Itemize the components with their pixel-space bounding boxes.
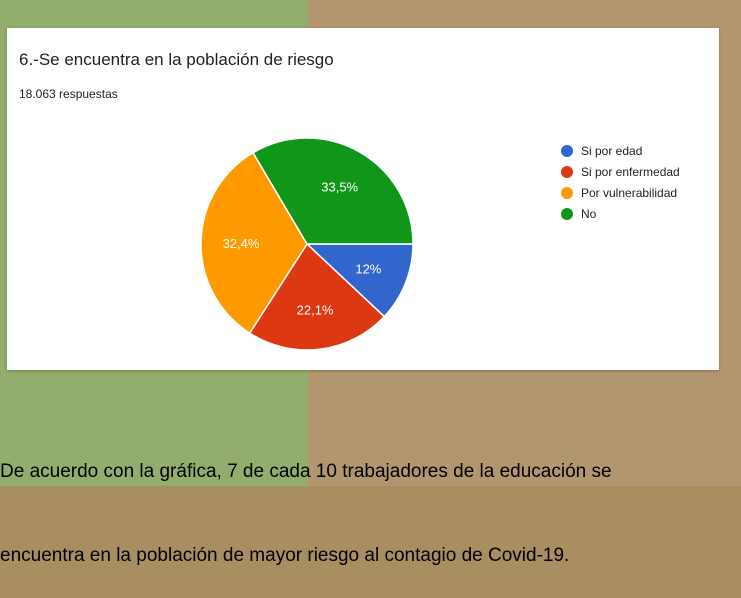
pie-slice-label-2: 32,4% [223,236,260,251]
pie-chart: 12% 22,1% 32,4% 33,5% [200,137,414,351]
pie-slice-3 [252,137,414,245]
pie-slice-1 [248,242,386,351]
pie-slice-label-0: 12% [355,261,381,276]
legend-label-2: Por vulnerabilidad [581,185,678,200]
caption-line-2: encuentra en la población de mayor riesg… [0,545,570,566]
legend-label-1: Si por enfermedad [581,164,680,179]
pie-slice-0 [305,243,414,318]
chart-card: 6.-Se encuentra en la población de riesg… [7,28,719,370]
pie-slice-label-1: 22,1% [297,303,334,318]
chart-title: 6.-Se encuentra en la población de riesg… [19,50,334,69]
legend-swatch-2 [561,186,573,199]
legend-swatch-1 [561,165,573,178]
caption-line-1: De acuerdo con la gráfica, 7 de cada 10 … [0,461,612,482]
legend-swatch-0 [561,144,573,157]
legend-label-3: No [581,206,597,221]
legend-item-2: Por vulnerabilidad [561,182,680,203]
legend-item-1: Si por enfermedad [561,161,680,182]
pie-slice-label-3: 33,5% [321,180,358,195]
pie-slice-2 [200,151,308,335]
legend-swatch-3 [561,207,573,220]
legend-label-0: Si por edad [581,143,643,158]
caption-text: De acuerdo con la gráfica, 7 de cada 10 … [0,402,741,598]
chart-legend: Si por edad Si por enfermedad Por vulnerab… [561,140,680,224]
response-count: 18.063 respuestas [19,87,118,101]
legend-item-0: Si por edad [561,140,680,161]
legend-item-3: No [561,203,680,224]
